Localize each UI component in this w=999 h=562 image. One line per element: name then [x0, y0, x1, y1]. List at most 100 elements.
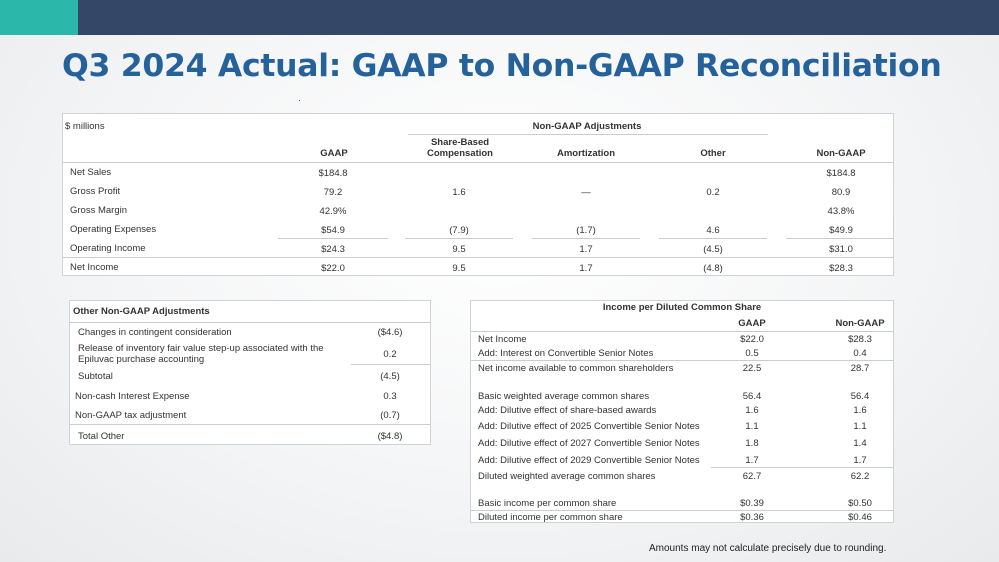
total-rule — [70, 424, 430, 425]
row-label: Net Income — [70, 262, 119, 273]
gaap-reconciliation-table: $ millions Non-GAAP Adjustments GAAP Sha… — [62, 113, 894, 276]
row-value: 0.2 — [383, 349, 397, 360]
row-label: Operating Expenses — [70, 224, 157, 235]
cell-gaap: 1.1 — [745, 421, 759, 432]
row-label: Add: Dilutive effect of 2025 Convertible… — [478, 421, 700, 432]
cell-nongaap: $184.8 — [826, 168, 856, 179]
cell-amortization: 1.7 — [579, 244, 593, 255]
cell-amortization: — — [581, 187, 591, 198]
top-banner — [0, 0, 999, 35]
cell-gaap: $22.0 — [740, 334, 764, 345]
adjustments-group-header: Non-GAAP Adjustments — [532, 121, 642, 132]
cell-nongaap: $31.0 — [829, 244, 853, 255]
top-banner-accent — [0, 0, 78, 35]
subtotal-rule-sbc — [405, 238, 513, 239]
cell-nongaap: 62.2 — [850, 471, 870, 482]
cell-nongaap: 1.6 — [853, 405, 867, 416]
subtotal-rule — [711, 467, 893, 468]
other-adjustments-table: Other Non-GAAP Adjustments Changes in co… — [69, 300, 431, 445]
cell-nongaap: 28.7 — [850, 363, 870, 374]
subtotal-rule-amort — [532, 238, 640, 239]
cell-gaap: 56.4 — [742, 391, 762, 402]
col-header-nongaap: Non-GAAP — [816, 148, 866, 159]
row-label: Diluted weighted average common shares — [478, 471, 656, 482]
cell-gaap: $24.3 — [321, 244, 345, 255]
row-label: Basic income per common share — [478, 498, 617, 509]
row-label: Diluted income per common share — [478, 512, 623, 523]
rounding-footnote: Amounts may not calculate precisely due … — [649, 543, 887, 554]
cell-gaap: $0.39 — [740, 498, 764, 509]
cell-other: (4.5) — [703, 244, 723, 255]
cell-other: 4.6 — [706, 225, 720, 236]
row-label: Net income available to common sharehold… — [478, 363, 674, 374]
cell-nongaap: $0.50 — [848, 498, 872, 509]
eps-header-rule — [471, 331, 893, 332]
row-label: Net Sales — [70, 167, 112, 178]
subtotal-rule-gaap — [278, 238, 388, 239]
eps-table: Income per Diluted Common Share GAAP Non… — [470, 300, 894, 523]
eps-col-gaap: GAAP — [738, 318, 766, 329]
cell-nongaap: $28.3 — [829, 263, 853, 274]
row-rule — [63, 257, 893, 258]
cell-amortization: 1.7 — [579, 263, 593, 274]
row-label-line1: Release of inventory fair value step-up … — [78, 343, 324, 354]
group-header-rule — [408, 134, 768, 135]
row-label: Add: Interest on Convertible Senior Note… — [478, 348, 654, 359]
row-label: Changes in contingent consideration — [78, 327, 232, 338]
cell-gaap: 79.2 — [323, 187, 343, 198]
row-label: Add: Dilutive effect of 2027 Convertible… — [478, 438, 700, 449]
eps-col-nongaap: Non-GAAP — [835, 318, 885, 329]
row-value: (4.5) — [380, 371, 400, 382]
col-header-amortization: Amortization — [556, 148, 616, 159]
row-label: Non-GAAP tax adjustment — [75, 410, 187, 421]
col-header-gaap: GAAP — [320, 148, 348, 159]
cell-nongaap: 0.4 — [853, 348, 867, 359]
cell-nongaap: 56.4 — [850, 391, 870, 402]
row-label: Gross Margin — [70, 205, 128, 216]
cell-gaap: 1.6 — [745, 405, 759, 416]
eps-title: Income per Diluted Common Share — [602, 302, 762, 313]
subtotal-rule-other — [659, 238, 767, 239]
cell-sbc: (7.9) — [449, 225, 469, 236]
cell-nongaap: $28.3 — [848, 334, 872, 345]
cell-sbc: 1.6 — [452, 187, 466, 198]
cell-gaap: $0.36 — [740, 512, 764, 523]
cell-gaap: 22.5 — [742, 363, 762, 374]
cell-gaap: 1.8 — [745, 438, 759, 449]
cell-gaap: 42.9% — [319, 206, 347, 217]
row-rule — [471, 360, 893, 361]
units-label: $ millions — [65, 121, 105, 132]
other-adjustments-title: Other Non-GAAP Adjustments — [73, 306, 210, 317]
col-header-sbc-line1: Share-Based — [430, 137, 490, 148]
cell-amortization: (1.7) — [576, 225, 596, 236]
row-label: Add: Dilutive effect of 2029 Convertible… — [478, 455, 700, 466]
row-label: Non-cash Interest Expense — [75, 391, 190, 402]
col-header-other: Other — [700, 148, 726, 159]
cell-gaap: 62.7 — [742, 471, 762, 482]
cell-nongaap: 43.8% — [827, 206, 855, 217]
cell-nongaap: $0.46 — [848, 512, 872, 523]
cell-gaap: $54.9 — [321, 225, 345, 236]
row-label: Basic weighted average common shares — [478, 391, 650, 402]
cell-sbc: 9.5 — [452, 263, 466, 274]
row-label: Total Other — [78, 431, 125, 442]
col-header-sbc-line2: Compensation — [427, 148, 493, 159]
row-label: Subtotal — [78, 371, 113, 382]
cell-gaap: $22.0 — [321, 263, 345, 274]
subtotal-rule-nongaap — [786, 238, 894, 239]
cell-nongaap: 1.1 — [853, 421, 867, 432]
row-label: Gross Profit — [70, 186, 121, 197]
cell-other: (4.8) — [703, 263, 723, 274]
stray-dot — [299, 100, 300, 101]
cell-nongaap: 1.7 — [853, 455, 867, 466]
row-value: (0.7) — [380, 410, 400, 421]
cell-sbc: 9.5 — [452, 244, 466, 255]
cell-other: 0.2 — [706, 187, 720, 198]
row-label: Add: Dilutive effect of share-based awar… — [478, 405, 657, 416]
row-value: ($4.8) — [377, 431, 403, 442]
header-rule — [63, 162, 893, 163]
row-value: ($4.6) — [377, 327, 403, 338]
page-title: Q3 2024 Actual: GAAP to Non-GAAP Reconci… — [62, 48, 942, 84]
cell-gaap: $184.8 — [318, 168, 348, 179]
row-label: Operating Income — [70, 243, 146, 254]
